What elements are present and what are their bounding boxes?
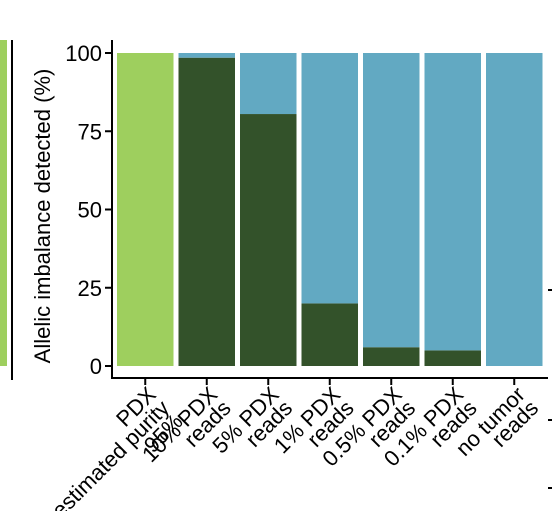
- bar-segment-4-0: [363, 347, 420, 366]
- bar-segment-5-1: [424, 53, 481, 351]
- bars-layer: [117, 53, 543, 366]
- bar-segment-4-1: [363, 53, 420, 348]
- y-tick-label-25: 25: [78, 276, 102, 301]
- bar-segment-3-0: [301, 303, 358, 366]
- bar-segment-2-1: [240, 53, 297, 115]
- y-axis-label: Allelic imbalance detected (%): [30, 69, 55, 364]
- bar-segment-3-1: [301, 53, 358, 304]
- bar-segment-2-0: [240, 114, 297, 366]
- bar-segment-1-1: [178, 53, 235, 58]
- y-tick-label-0: 0: [90, 354, 102, 379]
- y-tick-label-75: 75: [78, 119, 102, 144]
- bar-segment-5-0: [424, 350, 481, 366]
- x-tick-label-6: no tumorreads: [451, 382, 544, 475]
- bar-segment-6-1: [486, 53, 543, 366]
- bar-segment-0-0: [117, 53, 174, 366]
- left-panel-edge: [0, 40, 7, 366]
- y-tick-label-100: 100: [65, 41, 102, 66]
- bar-segment-1-0: [178, 57, 235, 366]
- y-tick-label-50: 50: [78, 198, 102, 223]
